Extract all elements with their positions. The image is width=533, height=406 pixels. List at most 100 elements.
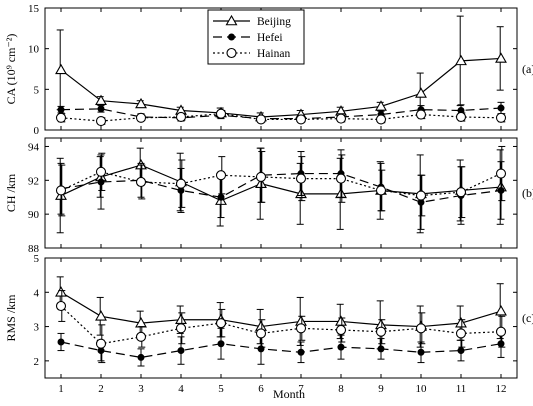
- data-point: [135, 176, 147, 188]
- plot-frame: [44, 257, 518, 379]
- plot-frame: [44, 137, 518, 249]
- series-line: [60, 172, 502, 203]
- data-point: [335, 113, 347, 124]
- data-point: [175, 111, 187, 123]
- data-point: [95, 338, 107, 349]
- data-point: [455, 328, 467, 339]
- data-point: [495, 52, 507, 63]
- series-line: [60, 107, 502, 120]
- series-line: [60, 171, 502, 197]
- data-point: [415, 109, 427, 120]
- x-tick-label: 12: [496, 383, 507, 395]
- data-point: [375, 100, 387, 111]
- data-point: [417, 348, 425, 356]
- legend-label-beijing: Beijing: [257, 16, 291, 28]
- panel-a: 0 5 10 15 CA (10⁹ cm⁻²) (a): [4, 3, 533, 137]
- y-tick-label: 2: [34, 356, 40, 368]
- legend-marker: [228, 33, 235, 41]
- x-tick-label: 8: [338, 383, 344, 395]
- y-tick-label: 88: [28, 243, 40, 255]
- y-axis-label: CA (10⁹ cm⁻²): [4, 34, 18, 105]
- data-point: [255, 328, 267, 339]
- data-point: [297, 348, 305, 356]
- panel-label: (b): [522, 186, 533, 200]
- y-tick-label: 10: [28, 44, 40, 56]
- data-point: [55, 63, 67, 75]
- data-point: [335, 173, 347, 184]
- data-point: [335, 324, 347, 336]
- legend-label-hainan: Hainan: [257, 48, 290, 60]
- x-tick-label: 2: [98, 383, 104, 395]
- data-point: [495, 168, 507, 179]
- x-tick-label: 11: [456, 383, 467, 395]
- series-hainan: [55, 290, 507, 364]
- plot-frame: [44, 7, 518, 131]
- data-point: [457, 347, 465, 355]
- data-point: [215, 318, 227, 329]
- data-point: [375, 326, 387, 337]
- x-axis-label: Month: [273, 387, 305, 401]
- x-tick-label: 3: [138, 383, 144, 395]
- data-point: [495, 112, 507, 123]
- panel-b: 88 90 92 94 CH /km (b): [4, 137, 533, 255]
- data-point: [377, 345, 385, 353]
- data-point: [375, 185, 387, 196]
- y-axis-label: RMS /km: [4, 294, 18, 342]
- data-point: [135, 112, 147, 123]
- series-line: [60, 291, 502, 328]
- data-point: [217, 193, 225, 201]
- data-point: [55, 300, 67, 312]
- y-tick-label: 94: [28, 141, 40, 153]
- x-tick-label: 10: [416, 383, 428, 395]
- data-point: [455, 317, 467, 328]
- data-point: [97, 105, 105, 113]
- data-point: [215, 170, 227, 181]
- data-point: [135, 331, 147, 342]
- data-point: [55, 286, 67, 297]
- data-point: [135, 97, 147, 109]
- data-point: [177, 347, 185, 355]
- data-point: [495, 305, 507, 316]
- series-beijing: [55, 276, 507, 350]
- data-point: [175, 178, 187, 189]
- data-point: [295, 323, 307, 334]
- data-point: [375, 114, 387, 125]
- data-point: [455, 111, 467, 123]
- y-tick-label: 15: [28, 3, 40, 15]
- data-point: [97, 178, 105, 186]
- data-point: [255, 114, 267, 125]
- data-point: [415, 323, 427, 334]
- data-point: [57, 106, 65, 114]
- x-tick-label: 6: [258, 383, 264, 395]
- y-tick-label: 90: [28, 209, 40, 221]
- data-point: [175, 323, 187, 334]
- legend-label-hefei: Hefei: [257, 32, 283, 44]
- x-tick-label: 5: [218, 383, 224, 395]
- y-tick-label: 5: [34, 84, 40, 96]
- y-tick-label: 4: [34, 287, 40, 299]
- data-point: [455, 54, 467, 66]
- data-point: [337, 343, 345, 351]
- data-point: [497, 340, 505, 348]
- data-point: [415, 87, 427, 98]
- x-tick-label: 4: [178, 383, 184, 395]
- legend-box: [207, 9, 305, 65]
- x-tick-label: 1: [58, 383, 64, 395]
- y-axis-label: CH /km: [4, 173, 18, 212]
- y-tick-label: 92: [28, 175, 39, 187]
- data-point: [55, 185, 67, 196]
- x-tick-label: 9: [378, 383, 384, 395]
- series-hefei: [57, 327, 505, 367]
- data-point: [497, 186, 505, 194]
- data-point: [215, 108, 227, 119]
- series-line: [60, 341, 502, 359]
- data-point: [55, 112, 67, 123]
- y-tick-label: 0: [34, 125, 40, 137]
- panel-label: (c): [522, 311, 533, 325]
- data-point: [295, 114, 307, 125]
- legend: Beijing Hefei Hainan: [207, 9, 305, 65]
- data-point: [95, 166, 107, 177]
- series-hainan: [55, 145, 507, 219]
